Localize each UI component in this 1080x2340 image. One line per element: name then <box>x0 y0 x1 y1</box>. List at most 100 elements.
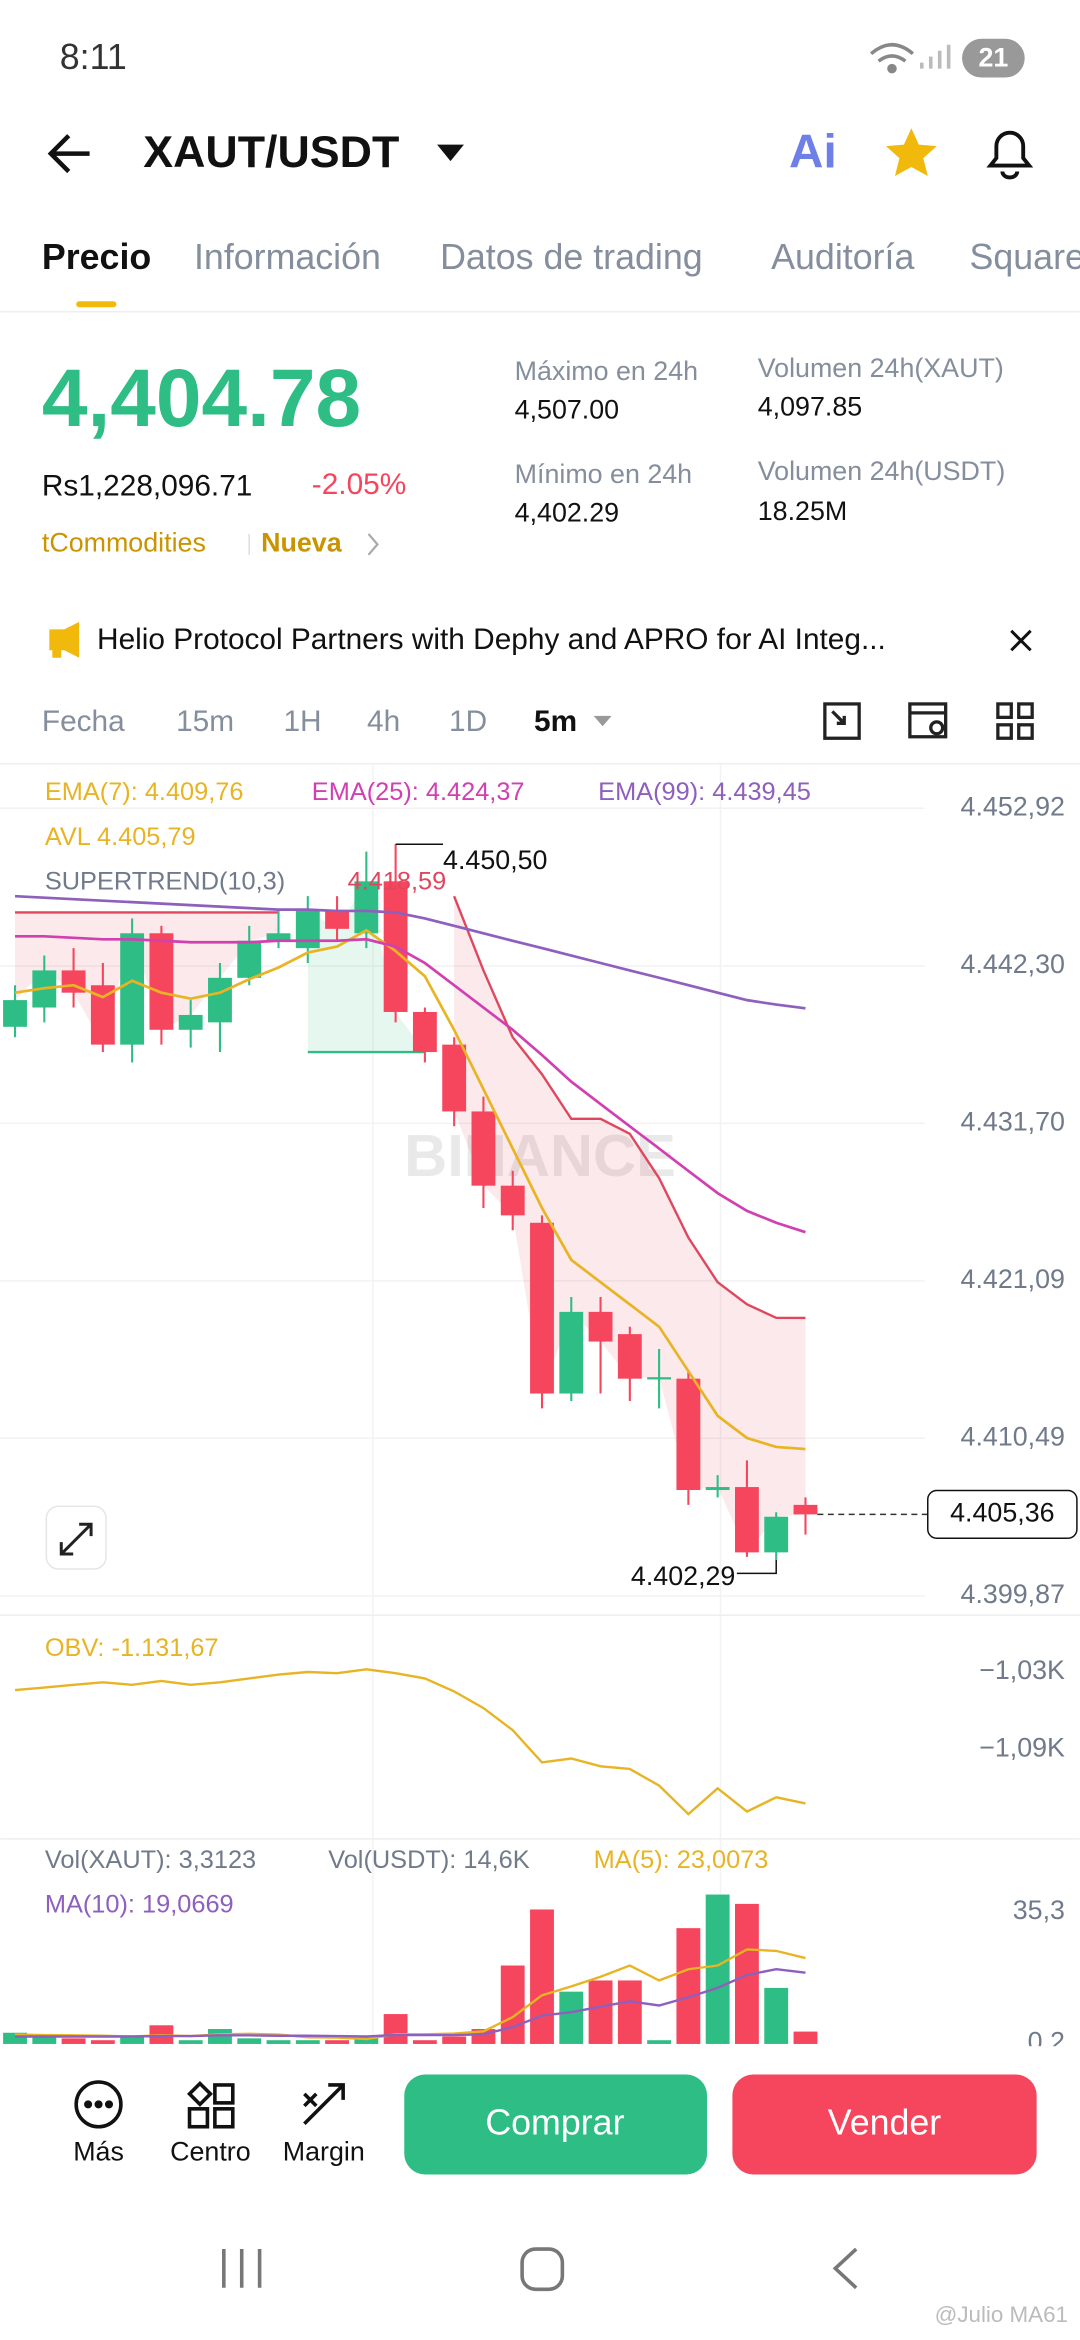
high-label: 4.450,50 <box>443 845 547 875</box>
volume-bar <box>588 1980 613 2044</box>
volume-bar <box>559 1991 584 2044</box>
supertrend-fill <box>307 881 425 1053</box>
low-label: 4.402,29 <box>631 1561 735 1591</box>
interval[interactable]: Fecha <box>42 705 125 738</box>
news-text[interactable]: Helio Protocol Partners with Dephy and A… <box>97 623 886 656</box>
action-label[interactable]: Más <box>73 2137 124 2167</box>
bell-button[interactable] <box>986 130 1034 180</box>
volume-bar <box>120 2036 145 2044</box>
legend-entry: 4.418,59 <box>348 868 447 896</box>
volume-bar <box>237 2038 262 2044</box>
battery-level: 21 <box>978 43 1008 73</box>
change: -2.05% <box>312 468 406 501</box>
legend-entry: AVL 4.405,79 <box>45 823 196 851</box>
volume-bar <box>676 1928 701 2044</box>
chart-tools[interactable] <box>823 702 1034 740</box>
candle-body <box>237 940 262 978</box>
nav-bar[interactable] <box>222 2247 858 2292</box>
news-icon <box>49 621 80 658</box>
candle-body <box>266 933 291 941</box>
volume-bar <box>705 1894 730 2044</box>
candle-body <box>149 933 174 1030</box>
volume-bar <box>266 2040 291 2044</box>
y-tick-label: 4.410,49 <box>961 1421 1065 1451</box>
indicator-line <box>14 928 806 1451</box>
y-tick-label: −1,09K <box>979 1733 1065 1763</box>
volume-bar <box>793 2031 818 2044</box>
tag[interactable]: tCommodities <box>42 527 206 557</box>
tab[interactable]: Información <box>194 237 381 277</box>
action-label[interactable]: Margin <box>283 2137 365 2167</box>
interval[interactable]: 4h <box>367 705 400 738</box>
volume-bar <box>764 1987 789 2044</box>
legend-entry: OBV: -1.131,67 <box>45 1634 219 1662</box>
candle-body <box>295 911 320 949</box>
candle-body <box>530 1222 554 1394</box>
indicator-line <box>15 895 806 1320</box>
favorite-star[interactable] <box>886 128 937 176</box>
pair-title[interactable]: XAUT/USDT <box>143 127 399 177</box>
candle-body <box>471 1111 496 1186</box>
candle-body <box>617 1334 642 1379</box>
legend-entry: EMA(99): 4.439,45 <box>598 778 811 806</box>
last-price-box <box>927 1489 1078 1539</box>
candle-body <box>647 1377 672 1380</box>
stat-label: Volumen 24h(USDT) <box>758 456 1006 486</box>
sell-label[interactable]: Vender <box>828 2103 941 2143</box>
sell-button[interactable] <box>732 2074 1037 2175</box>
back-button[interactable] <box>47 134 90 174</box>
volume-bar <box>383 2014 408 2044</box>
legend-entry: Vol(USDT): 14,6K <box>328 1846 530 1874</box>
interval-caret[interactable] <box>593 715 612 727</box>
buy-label[interactable]: Comprar <box>485 2103 624 2143</box>
legend-entry: Vol(XAUT): 3,3123 <box>45 1846 256 1874</box>
indicator-line <box>15 934 806 1234</box>
candle-body <box>676 1378 701 1491</box>
action-icons[interactable] <box>74 2080 345 2129</box>
y-tick-label: 35,3 <box>1013 1895 1065 1925</box>
last-price-label: 4.405,36 <box>950 1497 1054 1527</box>
volume-bar <box>325 2040 349 2044</box>
candle-body <box>178 1014 203 1030</box>
legend-entry: MA(10): 19,0669 <box>45 1891 234 1919</box>
tab[interactable]: Precio <box>42 237 151 277</box>
interval[interactable]: 1D <box>449 705 487 738</box>
volume-bar <box>412 2040 437 2044</box>
y-tick-label: 4.442,30 <box>961 949 1065 979</box>
tag[interactable]: Nueva <box>261 527 343 557</box>
y-tick-label: 4.421,09 <box>961 1264 1065 1294</box>
interval-active[interactable]: 5m <box>534 705 577 738</box>
ai-button[interactable]: Ai <box>789 126 837 179</box>
tab[interactable]: Auditoría <box>771 237 914 277</box>
stat-value: 4,507.00 <box>515 395 619 425</box>
legend-entry: MA(5): 23,0073 <box>594 1846 769 1874</box>
volume-bar <box>442 2036 467 2044</box>
buy-button[interactable] <box>404 2074 708 2175</box>
legend-entry: EMA(7): 4.409,76 <box>45 778 244 806</box>
candle-body <box>120 933 145 1045</box>
candle-body <box>500 1185 525 1216</box>
y-tick-label: 4.431,70 <box>961 1106 1065 1136</box>
volume-bar <box>32 2036 57 2044</box>
interval[interactable]: 15m <box>176 705 234 738</box>
volume-bar <box>90 2040 115 2044</box>
action-label[interactable]: Centro <box>170 2137 251 2167</box>
status-icons <box>869 42 951 74</box>
volume-bar <box>500 1965 525 2044</box>
pair-caret[interactable] <box>437 144 464 162</box>
low-marker <box>736 1559 777 1575</box>
indicator-line <box>15 1968 806 2038</box>
tab-indicator <box>76 301 117 308</box>
y-tick-label: −1,03K <box>979 1655 1065 1685</box>
candle-body <box>442 1044 467 1112</box>
candle-body <box>764 1516 789 1553</box>
interval[interactable]: 1H <box>283 705 321 738</box>
candle-body <box>354 881 379 934</box>
indicator-line <box>14 894 806 1010</box>
tab[interactable]: Datos de trading <box>440 237 703 277</box>
tab[interactable]: Square <box>970 237 1080 277</box>
candle-body <box>3 1000 27 1027</box>
close-news[interactable] <box>1010 629 1032 652</box>
